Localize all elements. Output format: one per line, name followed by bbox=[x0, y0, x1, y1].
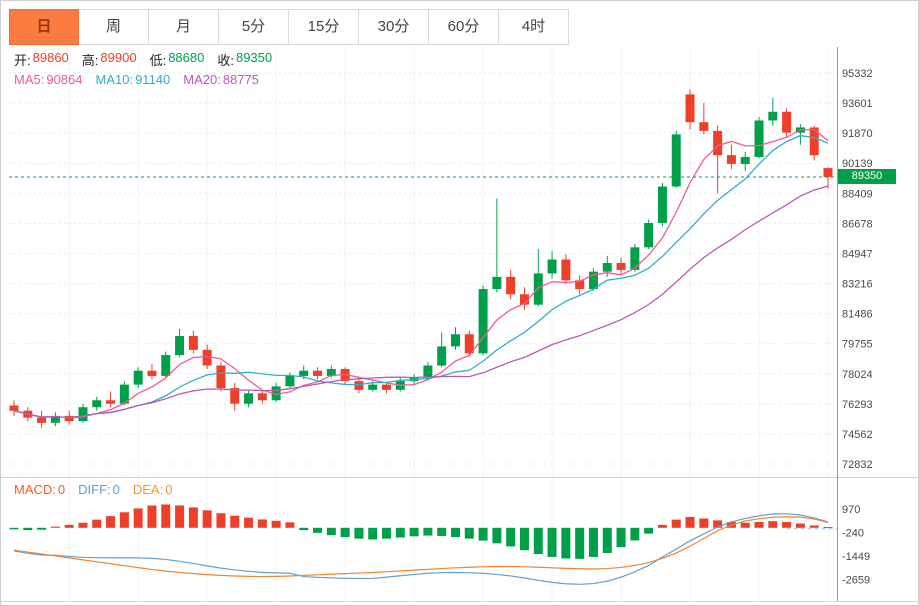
open-readout: 开: 89860 bbox=[14, 50, 69, 69]
svg-text:93601: 93601 bbox=[842, 98, 873, 110]
svg-text:79755: 79755 bbox=[842, 339, 873, 351]
ma5-line bbox=[13, 128, 829, 419]
tab-5min[interactable]: 5分 bbox=[219, 9, 289, 45]
candles bbox=[9, 89, 833, 429]
ma10-readout: MA10: 91140 bbox=[96, 72, 171, 87]
macd-value: 0 bbox=[57, 482, 66, 497]
open-value: 89860 bbox=[32, 50, 69, 65]
ma-legend: MA5: 90864 MA10: 91140 MA20: 88775 bbox=[14, 72, 259, 87]
ma10-label: MA10: bbox=[95, 72, 134, 87]
macd-axis-labels: 970 -240 -1449 -2659 bbox=[842, 504, 870, 586]
macd-readout: MACD: 0 bbox=[14, 482, 65, 497]
svg-text:74562: 74562 bbox=[842, 429, 873, 441]
high-readout: 高: 89900 bbox=[82, 50, 137, 69]
low-value: 88680 bbox=[168, 50, 205, 65]
diff-value: 0 bbox=[112, 482, 120, 497]
high-value: 89900 bbox=[100, 50, 137, 65]
svg-text:84947: 84947 bbox=[842, 248, 873, 260]
macd-legend: MACD: 0 DIFF: 0 DEA: 0 bbox=[14, 482, 172, 497]
diff-readout: DIFF: 0 bbox=[78, 482, 120, 497]
svg-text:-1449: -1449 bbox=[842, 551, 870, 563]
ma-lines bbox=[13, 128, 829, 419]
dea-readout: DEA: 0 bbox=[133, 482, 173, 497]
close-value: 89350 bbox=[235, 50, 273, 65]
ma20-label: MA20: bbox=[183, 72, 221, 87]
macd-histogram bbox=[9, 504, 833, 559]
low-label: 低: bbox=[149, 53, 167, 68]
tab-week[interactable]: 周 bbox=[79, 9, 149, 45]
dea-line bbox=[13, 516, 829, 578]
ma20-line bbox=[13, 185, 829, 419]
ma20-value: 88775 bbox=[222, 72, 259, 87]
svg-text:95332: 95332 bbox=[842, 68, 873, 80]
macd-label: MACD: bbox=[14, 482, 56, 497]
low-readout: 低: 88680 bbox=[150, 50, 205, 69]
ohlc-legend: 开: 89860 高: 89900 低: 88680 收: 89350 bbox=[14, 50, 272, 69]
svg-text:970: 970 bbox=[842, 504, 860, 516]
tab-4hour[interactable]: 4时 bbox=[499, 9, 569, 45]
svg-text:86678: 86678 bbox=[842, 218, 873, 230]
svg-text:81486: 81486 bbox=[842, 309, 873, 321]
ma10-value: 91140 bbox=[135, 72, 171, 87]
diff-label: DIFF: bbox=[78, 482, 111, 497]
diff-line bbox=[13, 513, 829, 585]
ma5-label: MA5: bbox=[14, 72, 45, 87]
svg-text:88409: 88409 bbox=[842, 188, 873, 200]
svg-text:-240: -240 bbox=[842, 527, 864, 539]
svg-text:-2659: -2659 bbox=[842, 574, 870, 586]
svg-text:78024: 78024 bbox=[842, 369, 873, 381]
dea-label: DEA: bbox=[132, 482, 164, 497]
current-price-badge: 89350 bbox=[838, 169, 896, 184]
svg-text:91870: 91870 bbox=[842, 128, 873, 140]
svg-text:90139: 90139 bbox=[842, 158, 873, 170]
close-readout: 收: 89350 bbox=[217, 50, 272, 69]
tab-30min[interactable]: 30分 bbox=[359, 9, 429, 45]
dea-value: 0 bbox=[165, 482, 173, 497]
tab-month[interactable]: 月 bbox=[149, 9, 219, 45]
macd-lines bbox=[13, 513, 837, 585]
close-label: 收: bbox=[217, 53, 234, 68]
ma5-value: 90864 bbox=[46, 72, 83, 87]
chart-frame bbox=[1, 47, 918, 602]
timeframe-tabs: 日 周 月 5分 15分 30分 60分 4时 bbox=[9, 9, 569, 45]
tab-60min[interactable]: 60分 bbox=[429, 9, 499, 45]
svg-text:72832: 72832 bbox=[842, 459, 873, 471]
open-label: 开: bbox=[14, 53, 31, 68]
price-gridlines bbox=[9, 72, 837, 465]
price-axis-labels: 95332 93601 91870 90139 88409 86678 84947 83216… bbox=[842, 68, 873, 471]
tab-15min[interactable]: 15分 bbox=[289, 9, 359, 45]
high-label: 高: bbox=[81, 53, 99, 68]
ma20-readout: MA20: 88775 bbox=[183, 72, 259, 87]
ma5-readout: MA5: 90864 bbox=[14, 72, 83, 87]
svg-text:76293: 76293 bbox=[842, 399, 873, 411]
tab-day[interactable]: 日 bbox=[9, 9, 79, 45]
svg-text:83216: 83216 bbox=[842, 279, 873, 291]
